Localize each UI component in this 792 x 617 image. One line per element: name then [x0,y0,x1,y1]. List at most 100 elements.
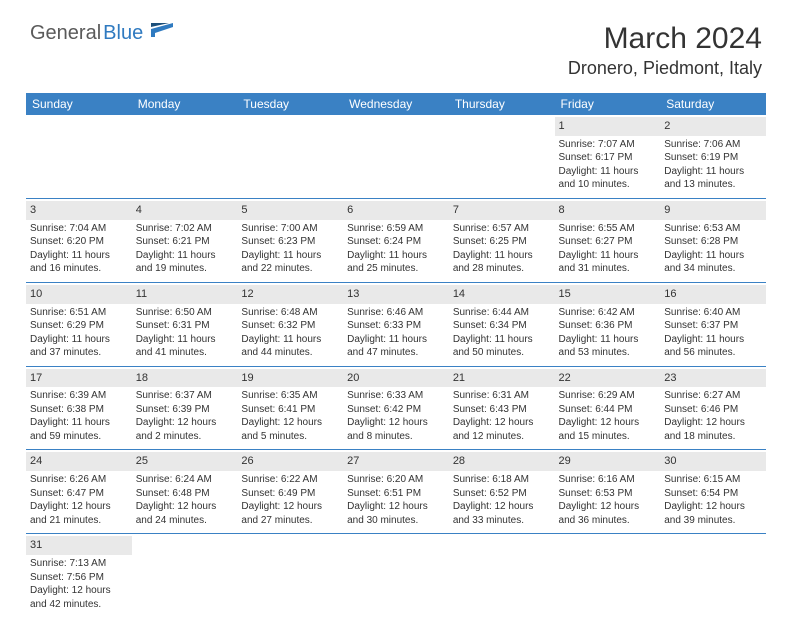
day-number: 26 [237,452,343,471]
sunrise-line: Sunrise: 6:15 AM [664,473,762,487]
calendar-day-cell: 14Sunrise: 6:44 AMSunset: 6:34 PMDayligh… [449,282,555,366]
daylight-line: and 36 minutes. [559,514,657,528]
flag-icon [151,23,173,42]
day-number: 12 [237,285,343,304]
daylight-line: Daylight: 11 hours [559,333,657,347]
sunset-line: Sunset: 7:56 PM [30,571,128,585]
calendar-day-cell: 18Sunrise: 6:37 AMSunset: 6:39 PMDayligh… [132,366,238,450]
empty-day [343,536,449,555]
calendar-day-cell: 27Sunrise: 6:20 AMSunset: 6:51 PMDayligh… [343,450,449,534]
calendar-day-cell: 7Sunrise: 6:57 AMSunset: 6:25 PMDaylight… [449,198,555,282]
calendar-day-cell: 11Sunrise: 6:50 AMSunset: 6:31 PMDayligh… [132,282,238,366]
daylight-line: Daylight: 11 hours [30,249,128,263]
daylight-line: and 56 minutes. [664,346,762,360]
sunrise-line: Sunrise: 7:04 AM [30,222,128,236]
sunrise-line: Sunrise: 6:24 AM [136,473,234,487]
daylight-line: and 50 minutes. [453,346,551,360]
sunrise-line: Sunrise: 7:13 AM [30,557,128,571]
day-number: 17 [26,369,132,388]
day-number: 6 [343,201,449,220]
calendar-day-cell: 24Sunrise: 6:26 AMSunset: 6:47 PMDayligh… [26,450,132,534]
calendar-day-cell: 13Sunrise: 6:46 AMSunset: 6:33 PMDayligh… [343,282,449,366]
sunset-line: Sunset: 6:48 PM [136,487,234,501]
sunrise-line: Sunrise: 6:42 AM [559,306,657,320]
sunset-line: Sunset: 6:27 PM [559,235,657,249]
sunrise-line: Sunrise: 7:00 AM [241,222,339,236]
empty-day [237,117,343,136]
daylight-line: Daylight: 12 hours [453,416,551,430]
sunrise-line: Sunrise: 6:22 AM [241,473,339,487]
sunrise-line: Sunrise: 6:33 AM [347,389,445,403]
sunrise-line: Sunrise: 6:57 AM [453,222,551,236]
calendar-day-cell: 8Sunrise: 6:55 AMSunset: 6:27 PMDaylight… [555,198,661,282]
day-number: 19 [237,369,343,388]
empty-day [660,536,766,555]
sunrise-line: Sunrise: 7:07 AM [559,138,657,152]
day-number: 22 [555,369,661,388]
day-number: 4 [132,201,238,220]
day-number: 13 [343,285,449,304]
day-number: 1 [555,117,661,136]
daylight-line: and 2 minutes. [136,430,234,444]
daylight-line: and 44 minutes. [241,346,339,360]
calendar-week-row: 10Sunrise: 6:51 AMSunset: 6:29 PMDayligh… [26,282,766,366]
empty-day [26,117,132,136]
daylight-line: Daylight: 11 hours [664,333,762,347]
empty-day [343,117,449,136]
daylight-line: and 28 minutes. [453,262,551,276]
calendar-day-cell: 16Sunrise: 6:40 AMSunset: 6:37 PMDayligh… [660,282,766,366]
calendar-day-cell: 22Sunrise: 6:29 AMSunset: 6:44 PMDayligh… [555,366,661,450]
sunrise-line: Sunrise: 6:59 AM [347,222,445,236]
sunrise-line: Sunrise: 6:20 AM [347,473,445,487]
sunset-line: Sunset: 6:32 PM [241,319,339,333]
daylight-line: Daylight: 11 hours [30,416,128,430]
calendar-day-cell [343,534,449,617]
calendar-table: Sunday Monday Tuesday Wednesday Thursday… [26,93,766,617]
daylight-line: Daylight: 12 hours [664,500,762,514]
sunset-line: Sunset: 6:44 PM [559,403,657,417]
sunset-line: Sunset: 6:47 PM [30,487,128,501]
sunrise-line: Sunrise: 6:53 AM [664,222,762,236]
sunset-line: Sunset: 6:38 PM [30,403,128,417]
weekday-header: Tuesday [237,93,343,115]
calendar-day-cell: 2Sunrise: 7:06 AMSunset: 6:19 PMDaylight… [660,115,766,198]
daylight-line: and 27 minutes. [241,514,339,528]
sunset-line: Sunset: 6:36 PM [559,319,657,333]
sunrise-line: Sunrise: 6:29 AM [559,389,657,403]
calendar-day-cell: 12Sunrise: 6:48 AMSunset: 6:32 PMDayligh… [237,282,343,366]
daylight-line: and 22 minutes. [241,262,339,276]
daylight-line: and 10 minutes. [559,178,657,192]
daylight-line: Daylight: 12 hours [136,500,234,514]
title-block: March 2024 Dronero, Piedmont, Italy [568,22,762,79]
daylight-line: and 47 minutes. [347,346,445,360]
empty-day [449,117,555,136]
day-number: 5 [237,201,343,220]
sunrise-line: Sunrise: 7:02 AM [136,222,234,236]
daylight-line: and 5 minutes. [241,430,339,444]
calendar-day-cell: 19Sunrise: 6:35 AMSunset: 6:41 PMDayligh… [237,366,343,450]
daylight-line: and 30 minutes. [347,514,445,528]
sunrise-line: Sunrise: 6:51 AM [30,306,128,320]
sunrise-line: Sunrise: 6:31 AM [453,389,551,403]
calendar-day-cell [26,115,132,198]
day-number: 3 [26,201,132,220]
sunrise-line: Sunrise: 6:16 AM [559,473,657,487]
calendar-day-cell: 21Sunrise: 6:31 AMSunset: 6:43 PMDayligh… [449,366,555,450]
calendar-day-cell: 1Sunrise: 7:07 AMSunset: 6:17 PMDaylight… [555,115,661,198]
day-number: 29 [555,452,661,471]
weekday-header: Sunday [26,93,132,115]
calendar-day-cell [237,115,343,198]
sunset-line: Sunset: 6:52 PM [453,487,551,501]
daylight-line: and 34 minutes. [664,262,762,276]
calendar-week-row: 24Sunrise: 6:26 AMSunset: 6:47 PMDayligh… [26,450,766,534]
day-number: 24 [26,452,132,471]
daylight-line: and 53 minutes. [559,346,657,360]
daylight-line: and 41 minutes. [136,346,234,360]
calendar-day-cell: 17Sunrise: 6:39 AMSunset: 6:38 PMDayligh… [26,366,132,450]
daylight-line: and 42 minutes. [30,598,128,612]
daylight-line: and 8 minutes. [347,430,445,444]
day-number: 23 [660,369,766,388]
sunset-line: Sunset: 6:37 PM [664,319,762,333]
calendar-day-cell: 20Sunrise: 6:33 AMSunset: 6:42 PMDayligh… [343,366,449,450]
daylight-line: Daylight: 11 hours [453,249,551,263]
